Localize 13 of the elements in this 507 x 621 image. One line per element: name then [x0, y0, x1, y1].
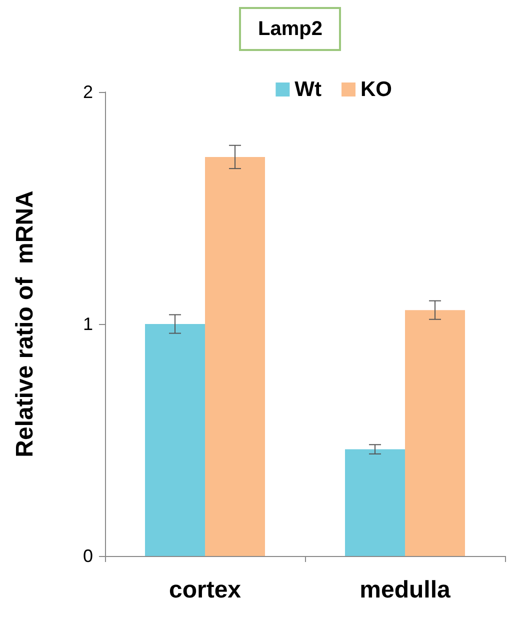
chart-title: Lamp2 [258, 18, 322, 40]
y-tick-label: 0 [82, 546, 93, 566]
y-tick-label: 1 [82, 314, 93, 334]
bar [145, 324, 205, 556]
x-tick-label: cortex [168, 576, 242, 604]
legend-label: KO [360, 78, 392, 101]
bar [345, 449, 405, 556]
x-tick-label: medulla [360, 576, 451, 604]
bar [205, 156, 265, 556]
y-tick-label: 2 [82, 82, 93, 102]
bar [405, 310, 465, 556]
legend-label: Wt [294, 78, 322, 101]
y-axis-title: Relative ratio of mRNA [12, 190, 38, 458]
